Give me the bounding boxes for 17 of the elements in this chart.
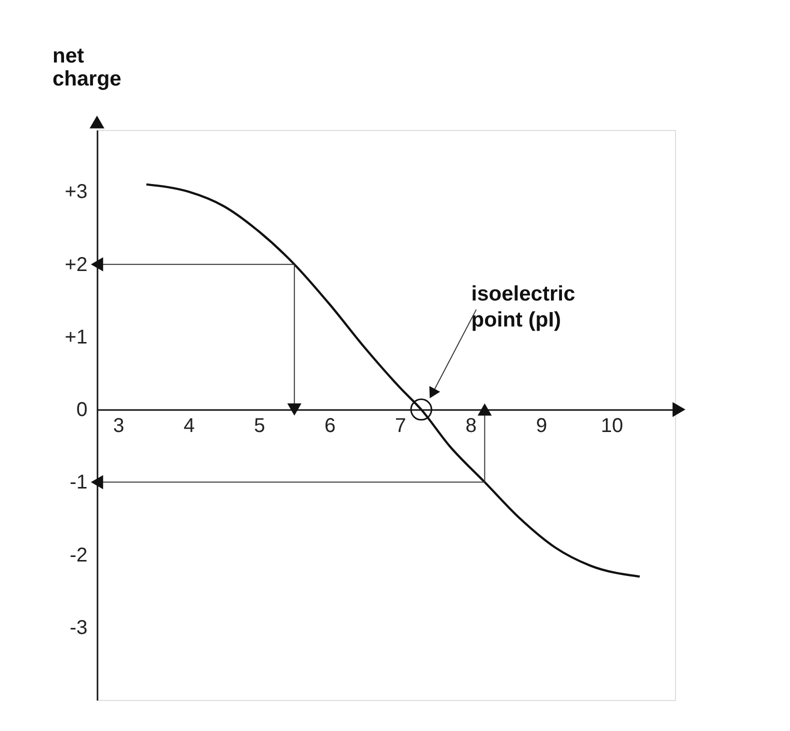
x-tick-label: 9 [536,415,548,438]
y-tick-label: +3 [64,181,88,204]
x-tick-label: 4 [184,415,195,438]
y-axis-title: net charge [52,44,122,90]
y-tick-label: -1 [70,472,88,494]
y-tick-label: 0 [76,399,88,422]
y-tick-label: +1 [64,326,88,348]
y-tick-label: -2 [70,544,88,566]
y-tick-label: -3 [70,616,88,639]
x-tick-label: 6 [324,415,336,438]
x-tick-label: 5 [254,415,266,438]
x-tick-label: 10 [600,415,624,438]
x-tick-label: 7 [395,415,406,438]
x-tick-label: 3 [113,415,124,438]
y-tick-label: +2 [64,254,88,276]
annotation: isoelectric point (pI) [471,282,576,332]
x-tick-label: 8 [466,415,477,438]
